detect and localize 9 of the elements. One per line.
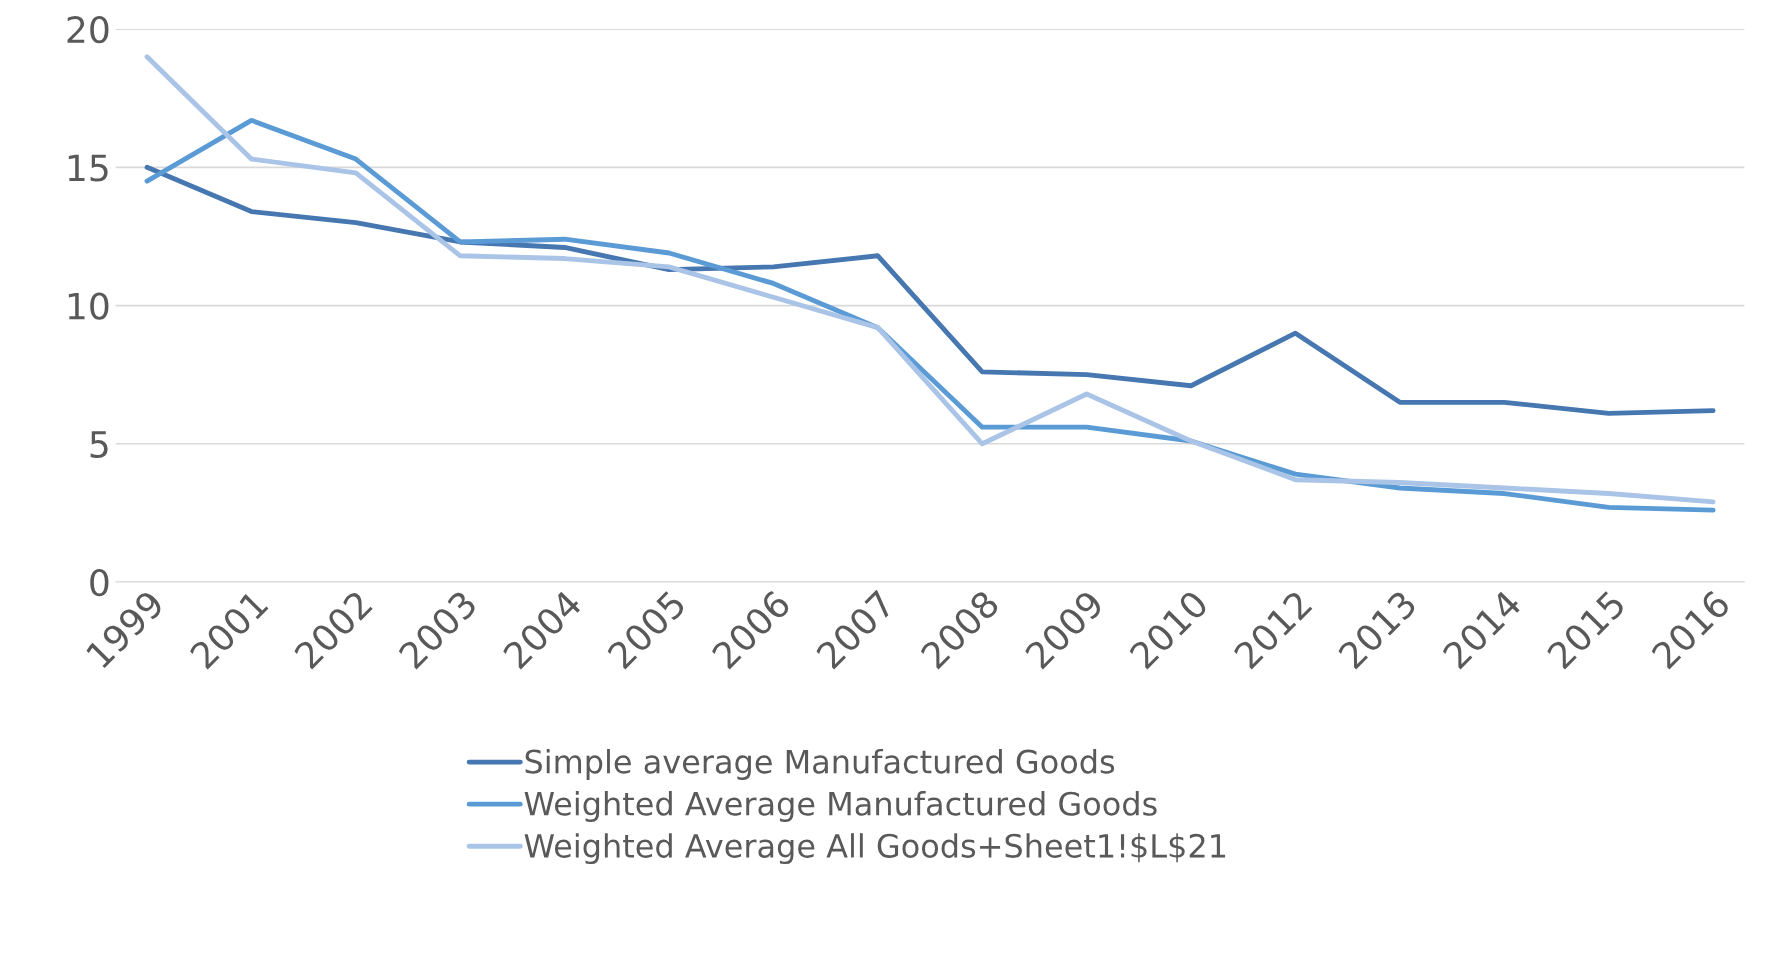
y-tick-label: 15	[68, 154, 108, 182]
line-series	[144, 54, 1716, 505]
line-series	[144, 164, 1716, 416]
legend-label: Simple average Manufactured Goods	[525, 748, 1115, 780]
y-tick-label: 10	[68, 292, 109, 320]
y-tick-label: 20	[67, 16, 109, 44]
legend-label: Weighted Average Manufactured Goods	[524, 791, 1157, 822]
y-tick-label: 5	[90, 431, 108, 459]
legend-label: Weighted Average All Goods+Sheet1!$L$21	[524, 833, 1226, 865]
